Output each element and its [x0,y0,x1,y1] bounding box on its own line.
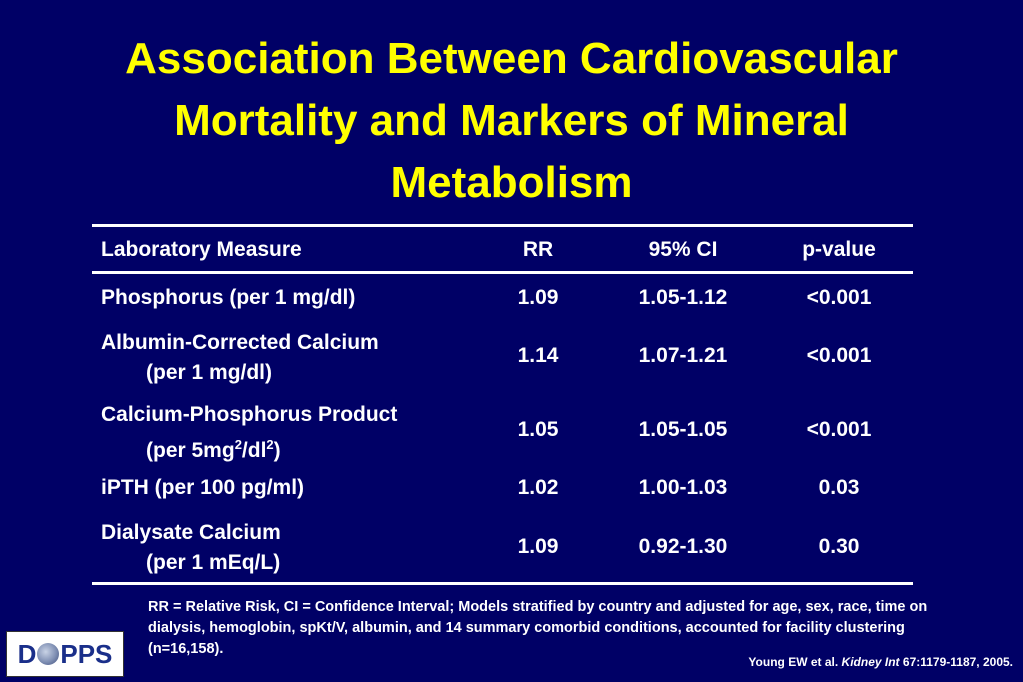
table-bottom-rule [92,582,913,585]
unit-text: ) [273,439,281,462]
row-measure-line-1: Dialysate Calcium [101,521,281,544]
table-header-rule [92,271,913,274]
row-rr: 1.14 [517,344,559,367]
row-measure-line-1: Albumin-Corrected Calcium [101,331,379,354]
superscript: 2 [266,437,274,452]
citation-authors: Young EW et al. [748,655,842,669]
header-pvalue: p-value [802,238,876,261]
row-rr: 1.09 [517,535,559,558]
citation-journal: Kidney Int [841,655,900,669]
row-ci: 0.92-1.30 [638,535,728,558]
header-ci: 95% CI [648,238,718,261]
header-rr: RR [522,238,554,261]
row-measure-line-2: (per 1 mEq/L) [146,551,281,574]
slide-title: Association Between Cardiovascular Morta… [20,28,1003,214]
row-rr: 1.09 [517,286,559,309]
title-line-3: Metabolism [390,158,633,207]
citation: Young EW et al. Kidney Int 67:1179-1187,… [748,655,1013,669]
unit-text: /dl [241,439,267,462]
row-measure-line-2: (per 5mg2/dl2) [101,430,397,466]
title-line-1: Association Between Cardiovascular [125,34,898,83]
row-pvalue: 0.30 [818,535,860,558]
row-ci: 1.07-1.21 [638,344,728,367]
header-measure: Laboratory Measure [101,238,302,261]
row-rr: 1.02 [517,476,559,499]
unit-text: (per 5mg [146,439,235,462]
row-pvalue: <0.001 [806,418,872,441]
table-top-rule [92,224,913,227]
row-measure-line-2: (per 1 mg/dl) [146,361,273,384]
citation-details: 67:1179-1187, 2005. [899,655,1013,669]
row-measure: Albumin-Corrected Calcium (per 1 mg/dl) [101,328,379,388]
row-measure: iPTH (per 100 pg/ml) [101,476,305,499]
row-pvalue: <0.001 [806,344,872,367]
row-measure: Dialysate Calcium (per 1 mEq/L) [101,518,281,578]
dopps-logo: D PPS [6,631,124,677]
globe-icon [37,643,60,665]
row-pvalue: <0.001 [806,286,872,309]
row-ci: 1.05-1.05 [638,418,728,441]
footnote: RR = Relative Risk, CI = Confidence Inte… [148,599,928,657]
superscript: 2 [234,437,242,452]
row-ci: 1.00-1.03 [638,476,728,499]
row-ci: 1.05-1.12 [638,286,728,309]
logo-letter-d: D [17,638,37,669]
row-pvalue: 0.03 [818,476,860,499]
row-measure-line-1: Calcium-Phosphorus Product [101,403,398,426]
row-measure: Phosphorus (per 1 mg/dl) [101,286,356,309]
title-line-2: Mortality and Markers of Mineral [174,96,849,145]
logo-letters-pps: PPS [60,638,113,669]
row-rr: 1.05 [517,418,559,441]
row-measure: Calcium-Phosphorus Product (per 5mg2/dl2… [101,400,397,466]
